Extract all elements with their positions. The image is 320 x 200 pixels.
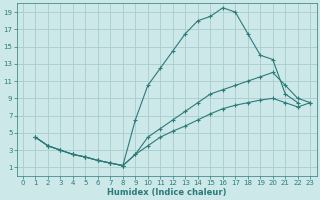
X-axis label: Humidex (Indice chaleur): Humidex (Indice chaleur) — [107, 188, 226, 197]
